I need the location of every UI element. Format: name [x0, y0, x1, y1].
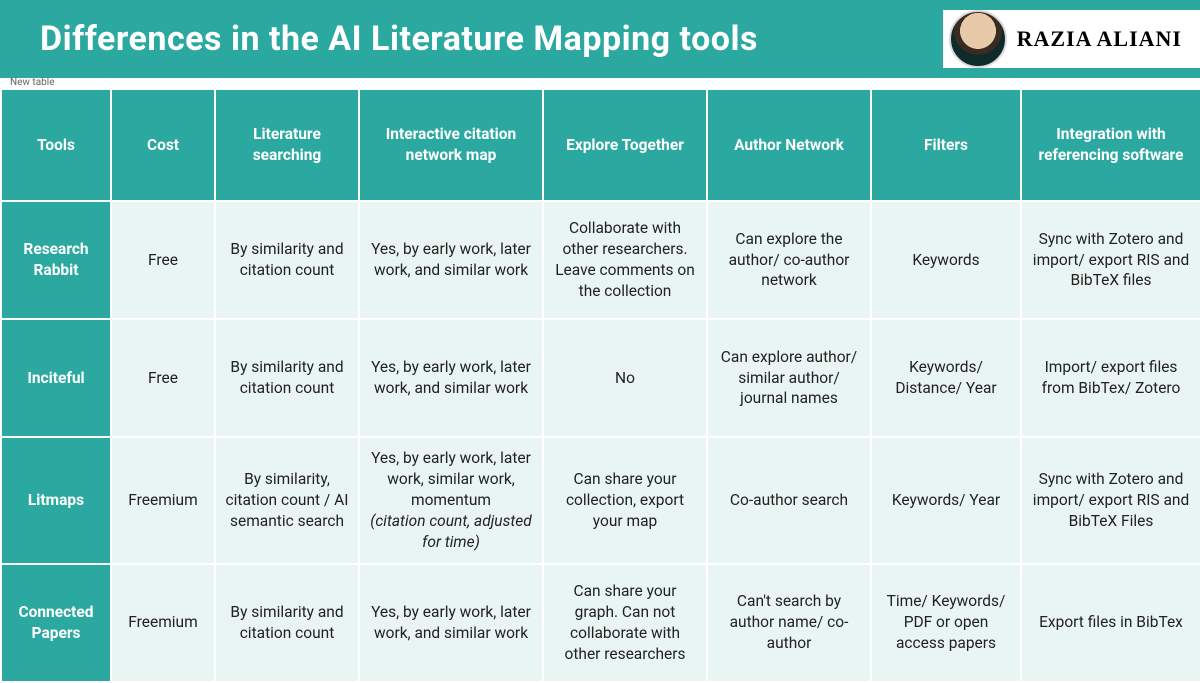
map-note: (citation count, adjusted for time): [370, 512, 531, 551]
tool-name: Research Rabbit: [1, 201, 111, 319]
cell-cost: Freemium: [111, 437, 215, 564]
map-main: Yes, by early work, later work, similar …: [371, 449, 531, 509]
tool-name: Litmaps: [1, 437, 111, 564]
cell-filters: Time/ Keywords/ PDF or open access paper…: [871, 564, 1021, 682]
cell-map: Yes, by early work, later work, similar …: [359, 437, 543, 564]
table-row: Research Rabbit Free By similarity and c…: [1, 201, 1200, 319]
cell-lit: By similarity and citation count: [215, 564, 359, 682]
comparison-table: Tools Cost Literature searching Interact…: [0, 88, 1200, 683]
cell-author: Can explore the author/ co-author networ…: [707, 201, 871, 319]
map-main: Yes, by early work, later work, and simi…: [371, 603, 531, 642]
cell-integration: Sync with Zotero and import/ export RIS …: [1021, 201, 1200, 319]
table-row: Inciteful Free By similarity and citatio…: [1, 319, 1200, 437]
cell-explore: Can share your graph. Can not collaborat…: [543, 564, 707, 682]
cell-integration: Import/ export files from BibTex/ Zotero: [1021, 319, 1200, 437]
author-name: RAZIA ALIANI: [1017, 26, 1182, 52]
col-cost: Cost: [111, 89, 215, 201]
cell-map: Yes, by early work, later work, and simi…: [359, 201, 543, 319]
cell-cost: Free: [111, 319, 215, 437]
cell-explore: Can share your collection, export your m…: [543, 437, 707, 564]
cell-filters: Keywords/ Year: [871, 437, 1021, 564]
cell-explore: Collaborate with other researchers. Leav…: [543, 201, 707, 319]
cell-map: Yes, by early work, later work, and simi…: [359, 319, 543, 437]
author-avatar: [949, 10, 1007, 68]
cell-author: Can explore author/ similar author/ jour…: [707, 319, 871, 437]
col-integration: Integration with referencing software: [1021, 89, 1200, 201]
col-explore: Explore Together: [543, 89, 707, 201]
cell-cost: Freemium: [111, 564, 215, 682]
cell-explore: No: [543, 319, 707, 437]
col-tools: Tools: [1, 89, 111, 201]
cell-cost: Free: [111, 201, 215, 319]
col-literature: Literature searching: [215, 89, 359, 201]
cell-filters: Keywords: [871, 201, 1021, 319]
table-row: Connected Papers Freemium By similarity …: [1, 564, 1200, 682]
new-table-label: New table: [0, 78, 1200, 88]
tool-name: Connected Papers: [1, 564, 111, 682]
author-block: RAZIA ALIANI: [943, 10, 1200, 68]
table-row: Litmaps Freemium By similarity, citation…: [1, 437, 1200, 564]
table-header-row: Tools Cost Literature searching Interact…: [1, 89, 1200, 201]
cell-integration: Sync with Zotero and import/ export RIS …: [1021, 437, 1200, 564]
col-filters: Filters: [871, 89, 1021, 201]
cell-integration: Export files in BibTex: [1021, 564, 1200, 682]
cell-author: Co-author search: [707, 437, 871, 564]
map-main: Yes, by early work, later work, and simi…: [371, 358, 531, 397]
cell-lit: By similarity and citation count: [215, 319, 359, 437]
map-main: Yes, by early work, later work, and simi…: [371, 240, 531, 279]
col-map: Interactive citation network map: [359, 89, 543, 201]
cell-filters: Keywords/ Distance/ Year: [871, 319, 1021, 437]
col-author: Author Network: [707, 89, 871, 201]
title-bar: Differences in the AI Literature Mapping…: [0, 0, 1200, 78]
cell-lit: By similarity, citation count / AI seman…: [215, 437, 359, 564]
cell-map: Yes, by early work, later work, and simi…: [359, 564, 543, 682]
page-title: Differences in the AI Literature Mapping…: [40, 19, 758, 59]
cell-lit: By similarity and citation count: [215, 201, 359, 319]
cell-author: Can't search by author name/ co-author: [707, 564, 871, 682]
tool-name: Inciteful: [1, 319, 111, 437]
